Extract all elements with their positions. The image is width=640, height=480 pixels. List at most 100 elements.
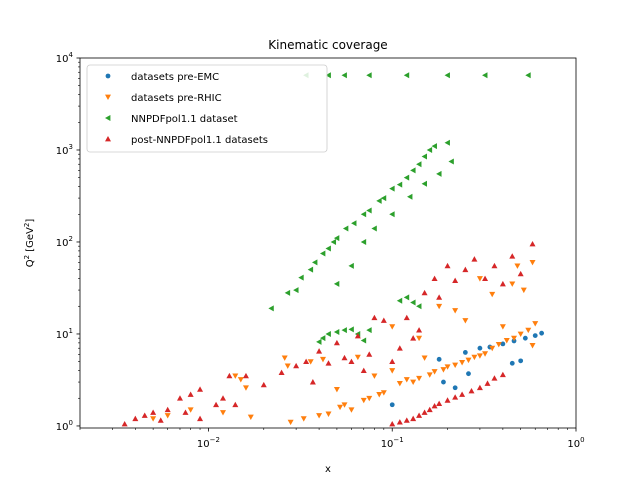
data-point-s1-3	[441, 379, 446, 385]
data-point-s4-45	[491, 262, 498, 269]
data-point-s4-19	[293, 362, 300, 369]
data-point-s4-18	[278, 369, 285, 376]
data-point-s4-33	[396, 345, 403, 351]
data-point-s4-4	[150, 409, 157, 415]
x-axis-label: x	[325, 464, 331, 475]
legend-item-4: post-NNPDFpol1.1 datasets	[105, 135, 268, 146]
data-point-s2-1	[150, 416, 157, 422]
data-point-s4-11	[197, 415, 204, 422]
data-point-s3-1	[268, 305, 274, 312]
data-point-s2-13	[307, 359, 314, 365]
data-point-s3-47	[416, 303, 422, 310]
x-tick-label: 10−1	[381, 436, 404, 450]
legend-marker	[105, 73, 111, 79]
data-point-s3-9	[333, 235, 340, 242]
data-point-s2-41	[476, 353, 483, 359]
y-axis-label-sup2: 2	[23, 223, 31, 227]
data-point-s3-11	[351, 220, 357, 227]
data-point-s4-31	[380, 317, 387, 323]
data-point-s2-14	[316, 413, 323, 419]
data-point-s2-8	[247, 414, 254, 421]
data-point-s4-17	[260, 381, 267, 388]
data-point-s3-19	[410, 167, 416, 174]
y-tick-label: 104	[56, 51, 74, 65]
data-point-s4-7	[176, 395, 183, 401]
data-point-s2-35	[440, 367, 447, 373]
data-point-s2-49	[529, 343, 536, 349]
legend-marker	[105, 94, 111, 100]
data-point-s3-5	[312, 259, 318, 266]
data-point-s4-13	[220, 395, 227, 401]
data-point-s2-57	[509, 281, 516, 287]
data-point-s2-36	[444, 364, 451, 370]
data-point-s4-23	[325, 360, 332, 366]
data-point-s2-19	[341, 402, 348, 408]
data-point-s3-17	[396, 181, 403, 188]
data-point-s4-60	[452, 394, 459, 400]
data-point-s4-40	[444, 262, 451, 269]
x-axis: 10−2 10−1 100	[79, 428, 585, 450]
data-point-s2-52	[452, 308, 459, 314]
data-point-s3-44	[396, 297, 403, 304]
data-point-s3-50	[341, 72, 347, 79]
data-point-s1-1	[389, 402, 395, 408]
data-point-s2-60	[529, 259, 536, 266]
data-point-s4-35	[410, 335, 417, 341]
data-point-s4-39	[436, 294, 443, 300]
data-point-s2-21	[354, 354, 361, 361]
data-point-s1-10	[518, 358, 524, 364]
data-point-s4-49	[529, 241, 536, 247]
data-point-s1-15	[452, 385, 458, 391]
data-point-s3-35	[316, 338, 322, 345]
data-point-s2-7	[242, 385, 249, 391]
data-point-s4-52	[403, 417, 410, 423]
data-point-s4-8	[182, 409, 189, 415]
data-point-s3-33	[333, 280, 340, 287]
data-point-s4-2	[132, 415, 139, 422]
data-point-s3-8	[330, 238, 337, 245]
data-point-s2-28	[396, 381, 403, 387]
data-point-s3-38	[333, 329, 340, 336]
legend-item-3: NNPDFpol1.1 dataset	[105, 114, 238, 125]
data-point-s4-53	[410, 415, 417, 422]
data-point-s3-10	[342, 225, 349, 232]
data-point-s4-28	[360, 367, 367, 373]
data-point-s4-36	[416, 327, 423, 333]
data-point-s4-16	[242, 372, 249, 379]
data-point-s2-61	[389, 324, 396, 330]
y-axis-label: Q2 [GeV2]	[23, 219, 36, 268]
data-point-s3-34	[293, 287, 299, 294]
data-point-s3-6	[319, 250, 326, 257]
legend-label: NNPDFpol1.1 dataset	[131, 114, 238, 125]
data-point-s1-11	[522, 335, 528, 341]
y-tick-label: 103	[56, 143, 73, 157]
data-point-s3-31	[360, 238, 367, 245]
data-point-s2-16	[325, 411, 332, 417]
data-point-s4-38	[431, 275, 438, 281]
data-point-s3-16	[389, 185, 395, 192]
data-point-s2-34	[431, 369, 438, 375]
y-axis-label-sup1: 2	[23, 255, 31, 259]
data-point-s3-20	[416, 161, 422, 168]
data-point-s3-28	[407, 193, 413, 200]
data-point-s4-14	[226, 372, 233, 379]
data-point-s4-27	[354, 333, 361, 339]
series-4	[121, 241, 536, 427]
data-point-s2-37	[452, 362, 459, 368]
data-point-s4-34	[403, 314, 410, 321]
data-point-s2-25	[376, 392, 383, 398]
data-point-s3-27	[421, 180, 427, 187]
data-point-s4-48	[517, 270, 524, 277]
data-point-s2-18	[337, 404, 344, 411]
data-point-s3-46	[410, 299, 416, 306]
data-point-s4-51	[396, 419, 403, 425]
data-point-s3-51	[366, 72, 372, 79]
data-point-s2-20	[348, 407, 355, 413]
y-tick-label: 100	[56, 419, 73, 433]
data-point-s2-22	[360, 397, 367, 404]
data-point-s4-58	[436, 400, 443, 406]
data-point-s4-37	[421, 289, 428, 296]
data-point-s4-32	[389, 358, 396, 365]
data-point-s2-6	[237, 377, 244, 383]
